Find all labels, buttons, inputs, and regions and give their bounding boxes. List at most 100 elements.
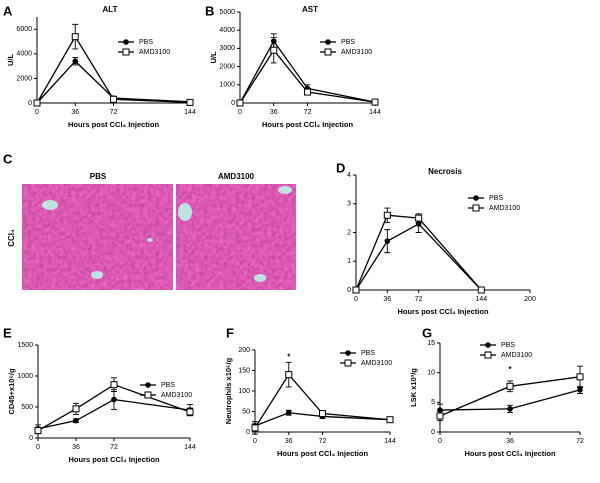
y-tick-label: 0 [431,429,435,436]
x-axis-label: Hours post CCl₄ Injection [397,307,488,316]
legend-label: PBS [139,39,153,46]
marker [73,418,79,424]
x-tick-label: 36 [72,444,80,451]
y-axis-label: U/L [209,51,218,64]
marker [271,47,277,53]
x-tick-label: 72 [110,444,118,451]
legend-label: AMD3100 [501,352,532,359]
marker [187,409,193,415]
legend-label: AMD3100 [361,360,392,367]
legend-label: AMD3100 [161,392,192,399]
marker [385,238,391,244]
chart-title: AST [302,5,318,14]
legend-label: AMD3100 [341,49,372,56]
y-tick-label: 15 [427,340,435,347]
x-axis-label: Hours post CCl₄ Injection [68,120,159,129]
x-tick-label: 72 [110,109,118,116]
y-tick-label: 1 [347,258,351,265]
x-tick-label: 0 [238,109,242,116]
marker [111,397,117,403]
marker [507,406,513,412]
y-tick-label: 5000 [219,9,235,16]
y-tick-label: 6000 [16,26,32,33]
y-tick-label: 2000 [219,63,235,70]
marker [320,411,326,417]
marker [187,99,193,105]
marker [387,417,393,423]
image-label: AMD3100 [218,172,255,181]
marker [353,287,359,293]
panel-letter: C [3,151,13,166]
marker [286,372,292,378]
legend-marker [145,392,151,398]
marker [384,212,390,218]
marker [111,96,117,102]
y-tick-label: 1000 [17,373,33,380]
histology-image [176,184,296,290]
y-tick-label: 200 [238,347,250,354]
vessel [42,200,58,210]
y-tick-label: 10 [427,370,435,377]
y-tick-label: 4000 [16,51,32,58]
x-tick-label: 0 [253,438,257,445]
x-tick-label: 36 [506,438,514,445]
y-tick-label: 0 [347,287,351,294]
legend-label: AMD3100 [139,49,170,56]
legend-marker [325,49,331,55]
vessel [91,271,103,279]
x-axis-label: Hours post CCl₄ Injection [262,120,353,129]
legend-marker [485,352,491,358]
y-tick-label: 1500 [17,342,33,349]
y-tick-label: 3 [347,201,351,208]
annotation: * [287,352,291,361]
y-tick-label: 0 [246,429,250,436]
y-tick-label: 4 [347,172,351,179]
legend-marker [485,342,491,348]
x-tick-label: 144 [184,109,196,116]
legend-marker [123,49,129,55]
x-tick-label: 72 [319,438,327,445]
chart-title: ALT [103,5,118,14]
vessel [147,238,153,242]
panel-letter: A [3,3,13,18]
y-tick-label: 0 [231,100,235,107]
x-tick-label: 144 [384,438,396,445]
x-tick-label: 144 [184,444,196,451]
marker [577,374,583,380]
legend-marker [345,360,351,366]
y-axis-label: CD45+x10⁶/g [7,368,16,415]
x-tick-label: 36 [383,296,391,303]
y-tick-label: 100 [238,388,250,395]
marker [73,406,79,412]
y-tick-label: 0 [28,100,32,107]
y-tick-label: 4000 [219,27,235,34]
x-tick-label: 200 [524,296,536,303]
series-line [356,224,481,290]
legend-label: PBS [501,342,515,349]
legend-marker [325,39,331,45]
panel-letter: F [226,325,234,340]
y-tick-label: 50 [242,408,250,415]
panel-c: C PBS AMD3100 CCl₄ [3,151,296,290]
legend-marker [345,350,351,356]
marker [437,413,443,419]
x-tick-label: 36 [71,109,79,116]
y-tick-label: 1000 [219,82,235,89]
marker [305,89,311,95]
x-tick-label: 36 [270,109,278,116]
legend-marker [145,382,151,388]
legend-label: PBS [361,350,375,357]
marker [35,428,41,434]
legend-label: PBS [489,195,503,202]
annotation: * [508,365,512,374]
vessel [254,274,266,282]
marker [286,410,292,416]
panel-letter: E [3,325,12,340]
y-tick-label: 150 [238,367,250,374]
